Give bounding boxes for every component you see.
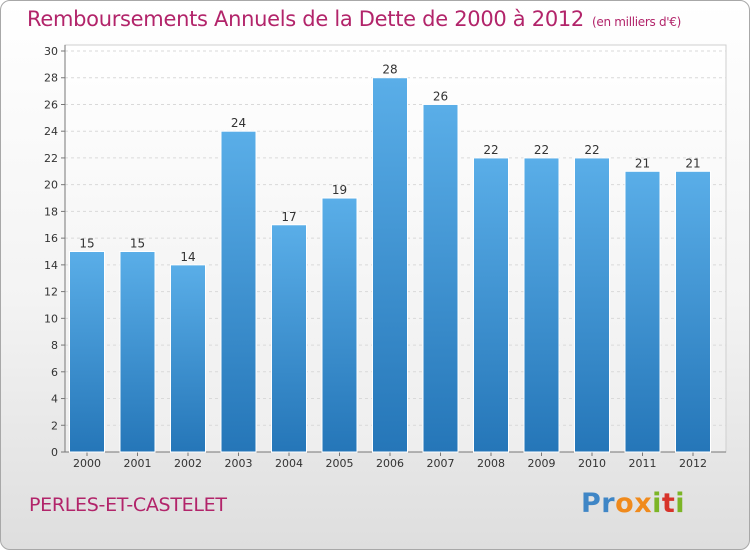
bar-2003	[220, 130, 257, 453]
x-tick-label-2006: 2006	[376, 457, 404, 470]
data-label-2000: 15	[79, 237, 94, 251]
x-tick-label-2001: 2001	[124, 457, 152, 470]
data-label-2008: 22	[483, 143, 498, 157]
y-tick-label: 30	[44, 45, 58, 58]
x-tick-label-2011: 2011	[629, 457, 657, 470]
data-label-2011: 21	[635, 156, 650, 170]
data-label-2012: 21	[685, 156, 700, 170]
y-tick-label: 14	[44, 259, 58, 272]
x-tick-label-2008: 2008	[477, 457, 505, 470]
x-tick-label-2009: 2009	[528, 457, 556, 470]
y-tick-label: 12	[44, 286, 58, 299]
y-tick-label: 10	[44, 312, 58, 325]
data-label-2010: 22	[584, 143, 599, 157]
unit-note: (en milliers d'€)	[592, 15, 682, 29]
data-label-2005: 19	[332, 183, 347, 197]
bar-2004	[271, 224, 307, 453]
bar-2002	[170, 264, 206, 453]
bar-2012	[675, 170, 711, 453]
y-tick-label: 28	[44, 72, 58, 85]
bar-2007	[422, 103, 459, 453]
y-tick-label: 16	[44, 232, 58, 245]
y-tick-label: 24	[44, 125, 58, 138]
x-tick-label-2007: 2007	[427, 457, 455, 470]
bar-2000	[69, 251, 105, 453]
chart-title-text: Remboursements Annuels de la Dette de 20…	[27, 7, 584, 31]
y-tick-label: 18	[44, 205, 58, 218]
bar-2006	[372, 77, 408, 453]
data-label-2002: 14	[180, 250, 195, 264]
bar-2001	[119, 251, 156, 453]
bar-2009	[523, 157, 560, 453]
x-tick-label-2000: 2000	[73, 457, 101, 470]
bar-2008	[473, 157, 509, 453]
y-tick-label: 6	[51, 366, 58, 379]
y-tick-label: 26	[44, 98, 58, 111]
x-tick-label-2005: 2005	[326, 457, 354, 470]
bar-2010	[574, 157, 610, 453]
commune-name: PERLES-ET-CASTELET	[29, 494, 227, 516]
y-tick-label: 20	[44, 179, 58, 192]
y-tick-label: 8	[51, 339, 58, 352]
bar-2005	[321, 197, 358, 453]
data-label-2009: 22	[534, 143, 549, 157]
x-tick-label-2010: 2010	[578, 457, 606, 470]
y-tick-label: 0	[51, 446, 58, 459]
x-tick-label-2012: 2012	[679, 457, 707, 470]
x-tick-label-2002: 2002	[174, 457, 202, 470]
y-tick-label: 4	[51, 393, 58, 406]
data-label-2007: 26	[433, 89, 448, 103]
data-label-2004: 17	[281, 210, 296, 224]
x-tick-label-2003: 2003	[225, 457, 253, 470]
data-label-2006: 28	[382, 63, 397, 77]
bar-2011	[624, 170, 661, 453]
y-tick-label: 2	[51, 419, 58, 432]
y-tick-label: 22	[44, 152, 58, 165]
x-tick-label-2004: 2004	[275, 457, 303, 470]
data-label-2001: 15	[130, 237, 145, 251]
chart-title: Remboursements Annuels de la Dette de 20…	[27, 7, 681, 31]
data-label-2003: 24	[231, 116, 246, 130]
proxiti-logo: Proxiti	[581, 488, 686, 519]
